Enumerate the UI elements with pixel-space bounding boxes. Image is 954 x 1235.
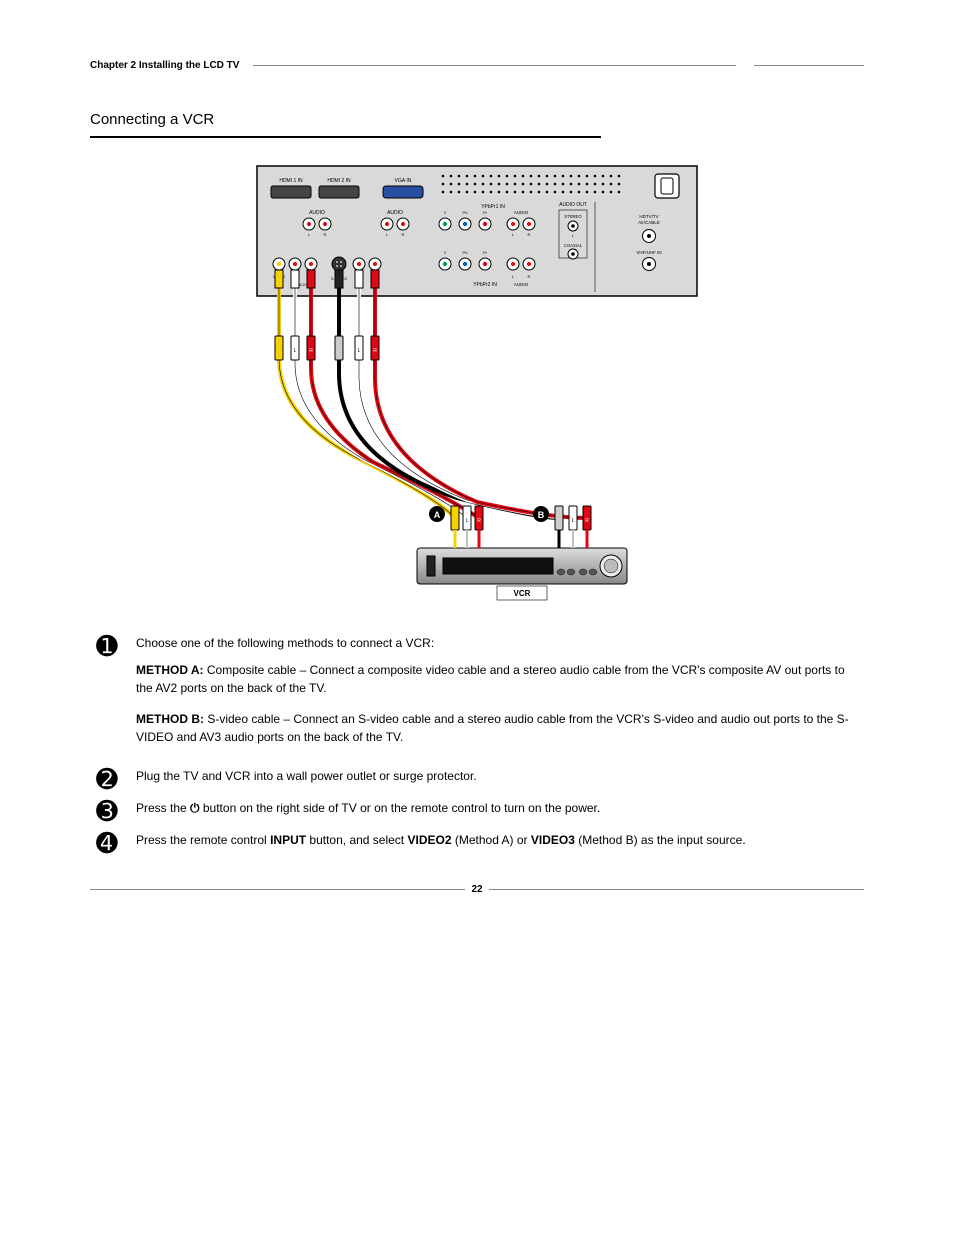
svg-text:COAXIAL: COAXIAL [564, 243, 583, 248]
svg-text:R: R [528, 232, 531, 237]
svg-text:AUDIO OUT: AUDIO OUT [559, 202, 587, 208]
svg-text:Air/CABLE: Air/CABLE [638, 220, 660, 225]
svg-text:R: R [528, 274, 531, 279]
svg-text:R: R [309, 348, 313, 354]
vcr-device [417, 548, 627, 584]
svg-text:AUDIO: AUDIO [309, 210, 325, 216]
step-number-2: ➋ [96, 764, 136, 792]
step-3-body: Press the ⏻ button on the right side of … [136, 796, 864, 817]
method-b-label: METHOD B: [136, 712, 204, 726]
svg-text:L: L [572, 518, 575, 524]
page-footer: 22 [90, 884, 864, 895]
section-rule [90, 136, 601, 138]
page-number: 22 [465, 884, 488, 895]
step-4-post: (Method B) as the input source. [578, 833, 745, 847]
svg-text:STEREO: STEREO [564, 214, 582, 219]
step-4-video3: VIDEO3 [531, 833, 575, 847]
page-header: Chapter 2 Installing the LCD TV [90, 60, 864, 71]
svg-text:YPbPr2 IN: YPbPr2 IN [473, 282, 497, 288]
vga-label: VGA IN [395, 178, 412, 184]
method-a-text: Composite cable – Connect a composite vi… [136, 663, 845, 694]
svg-text:A: A [434, 510, 441, 520]
svg-text:Y: Y [444, 250, 447, 255]
svg-text:Pr: Pr [483, 250, 488, 255]
svg-text:Pr: Pr [483, 210, 488, 215]
steps-list: ➊ Choose one of the following methods to… [90, 631, 864, 856]
svg-text:L: L [294, 348, 297, 354]
step-4-video2: VIDEO2 [407, 833, 451, 847]
svg-text:Y: Y [444, 210, 447, 215]
step-number-1: ➊ [96, 631, 136, 659]
step-1: ➊ Choose one of the following methods to… [96, 631, 864, 760]
svg-text:VHF/UHF IN: VHF/UHF IN [636, 250, 661, 255]
step-1-intro: Choose one of the following methods to c… [136, 635, 864, 652]
svg-text:AUDIO: AUDIO [514, 282, 529, 287]
step-4-mid1: button, and select [309, 833, 407, 847]
step-number-4: ➍ [96, 828, 136, 856]
svg-text:R: R [477, 518, 481, 524]
connection-diagram: HDMI 1 IN HDMI 2 IN VGA IN AUDIO OUT STE… [90, 158, 864, 613]
svg-text:AUDIO: AUDIO [387, 210, 403, 216]
section-title: Connecting a VCR [90, 111, 864, 128]
method-a-label: METHOD A: [136, 663, 204, 677]
svg-text:R: R [324, 232, 327, 237]
svg-text:R: R [402, 232, 405, 237]
svg-text:R: R [373, 348, 377, 354]
svg-text:R: R [585, 518, 589, 524]
header-rule-1 [253, 65, 736, 66]
power-icon: ⏻ [190, 800, 200, 817]
step-3-post: button on the right side of TV or on the… [203, 801, 600, 815]
step-3-pre: Press the [136, 801, 190, 815]
method-b-text: S-video cable – Connect an S-video cable… [136, 712, 849, 743]
header-rule-2 [754, 65, 864, 66]
footer-rule-left [90, 889, 465, 890]
svg-text:Pb: Pb [463, 210, 469, 215]
svg-text:HDTV/TV: HDTV/TV [639, 214, 658, 219]
step-number-3: ➌ [96, 796, 136, 824]
step-4-body: Press the remote control INPUT button, a… [136, 828, 864, 849]
svg-text:VCR: VCR [514, 589, 531, 598]
svg-text:L: L [358, 348, 361, 354]
footer-rule-right [489, 889, 864, 890]
hdmi2-label: HDMI 2 IN [327, 178, 351, 184]
svg-text:B: B [538, 510, 545, 520]
step-2-body: Plug the TV and VCR into a wall power ou… [136, 764, 864, 785]
step-4-mid2: (Method A) or [455, 833, 531, 847]
hdmi1-label: HDMI 1 IN [279, 178, 303, 184]
step-4: ➍ Press the remote control INPUT button,… [96, 828, 864, 856]
svg-text:L: L [466, 518, 469, 524]
step-4-pre: Press the remote control [136, 833, 270, 847]
step-1-body: Choose one of the following methods to c… [136, 631, 864, 760]
step-2: ➋ Plug the TV and VCR into a wall power … [96, 764, 864, 792]
svg-text:AUDIO: AUDIO [514, 210, 529, 215]
chapter-title: Chapter 2 Installing the LCD TV [90, 60, 253, 71]
step-3: ➌ Press the ⏻ button on the right side o… [96, 796, 864, 824]
svg-text:Pb: Pb [463, 250, 469, 255]
step-4-input: INPUT [270, 833, 306, 847]
